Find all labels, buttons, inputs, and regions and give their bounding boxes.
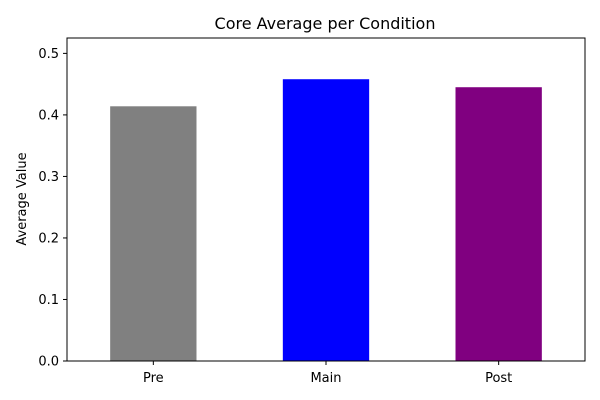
y-tick-label: 0.0 [38,355,59,370]
y-tick-label: 0.2 [38,231,59,246]
y-tick-label: 0.1 [38,293,59,308]
y-tick-label: 0.5 [38,47,59,62]
x-tick-label: Main [310,371,341,386]
x-tick-label: Pre [143,371,164,386]
bar-post [455,87,542,361]
y-tick-label: 0.4 [38,108,59,123]
bar-pre [110,106,197,361]
bars-group [110,79,542,362]
x-axis-ticks: Pre Main Post [143,361,512,386]
y-axis-ticks: 0.0 0.1 0.2 0.3 0.4 0.5 [38,47,67,370]
bar-main [282,79,370,362]
y-tick-label: 0.3 [38,170,59,185]
chart-title: Core Average per Condition [215,14,436,33]
y-axis-label: Average Value [15,152,30,245]
plot-frame [66,37,586,362]
x-tick-label: Post [485,371,512,386]
